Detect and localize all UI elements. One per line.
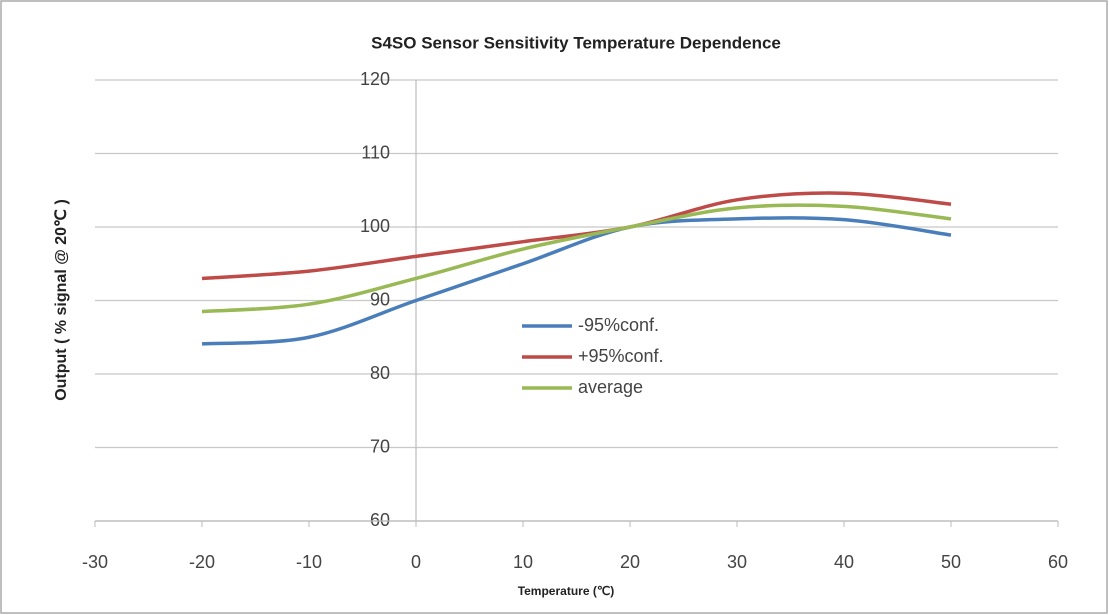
x-axis-label: Temperature (℃) [518,584,615,598]
y-tick-label: 120 [360,69,390,89]
legend-label: +95%conf. [578,346,664,366]
y-axis-label: Output ( % signal @ 20℃ ) [53,199,70,401]
x-tick-label: 0 [411,552,421,572]
x-tick-label: 10 [513,552,533,572]
y-tick-label: 110 [361,142,390,162]
legend-label: average [578,377,643,397]
y-tick-label: 100 [360,216,390,236]
y-tick-label: 60 [370,510,390,530]
x-tick-label: -20 [189,552,215,572]
series-line [201,191,952,281]
x-tick-label: 40 [834,552,854,572]
y-tick-label: 80 [370,363,390,383]
x-tick-label: 60 [1048,552,1068,572]
x-tick-label: -10 [296,552,322,572]
series-line [201,216,952,346]
chart-title: S4SO Sensor Sensitivity Temperature Depe… [371,33,781,52]
y-tick-label: 70 [370,436,390,456]
legend-label: -95%conf. [578,315,659,335]
x-tick-label: 30 [727,552,747,572]
y-tick-label: 90 [370,289,390,309]
x-tick-label: 50 [941,552,961,572]
series-line [201,203,952,314]
x-tick-label: -30 [82,552,108,572]
x-tick-label: 20 [620,552,640,572]
